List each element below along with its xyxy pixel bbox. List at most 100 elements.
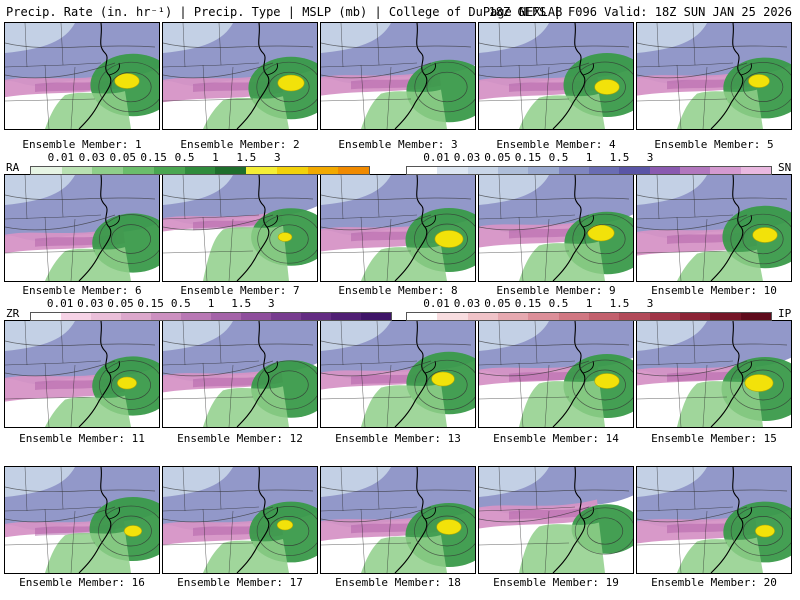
legend-swatch	[121, 313, 151, 320]
precip-map	[321, 175, 475, 281]
legend-swatch	[151, 313, 181, 320]
legend-rain-bar	[30, 166, 370, 175]
legend-swatch	[91, 313, 121, 320]
ensemble-panel-17	[162, 466, 318, 574]
legend-swatch	[528, 167, 559, 174]
legend-tick-label: 1.5	[231, 297, 252, 310]
legend-tick-label: 0.15	[140, 151, 167, 164]
legend-tick-label: 3	[646, 151, 654, 164]
legend-swatch	[31, 313, 61, 320]
header-title: Precip. Rate (in. hr⁻¹) | Precip. Type |…	[6, 5, 563, 19]
precip-map	[637, 175, 791, 281]
ensemble-member-label: Ensemble Member: 19	[493, 576, 619, 589]
legend-ip-code: IP	[778, 307, 792, 320]
ensemble-member-label: Ensemble Member: 13	[335, 432, 461, 445]
header: Precip. Rate (in. hr⁻¹) | Precip. Type |…	[6, 3, 796, 21]
legend-swatch	[215, 167, 247, 174]
legend-swatch	[246, 167, 277, 174]
legend-swatch	[361, 313, 391, 320]
ensemble-panel-10	[636, 174, 792, 282]
ensemble-member-label: Ensemble Member: 11	[19, 432, 145, 445]
legend-swatch	[331, 313, 361, 320]
ensemble-member-label: Ensemble Member: 7	[180, 284, 300, 297]
ensemble-member-label: Ensemble Member: 15	[651, 432, 777, 445]
legend-swatch	[740, 167, 771, 174]
precip-map	[321, 23, 475, 129]
legend-tick-label: 1	[207, 297, 215, 310]
legend-tick-label: 1	[585, 297, 593, 310]
legend-swatch	[123, 167, 154, 174]
precip-map	[163, 175, 317, 281]
ensemble-member-label: Ensemble Member: 18	[335, 576, 461, 589]
legend-tick-label: 0.01	[47, 151, 75, 164]
legend-zr-ticks: 0.01 0.03 0.05 0.15 0.5 1 1.5 3	[30, 297, 392, 310]
legend-tick-label: 0.5	[170, 297, 191, 310]
ensemble-member-label: Ensemble Member: 4	[496, 138, 616, 151]
legend-rain: RA 0.01 0.03 0.05 0.15 0.5 1 1.5 3	[4, 148, 396, 178]
precip-map	[637, 23, 791, 129]
legend-tick-label: 1	[585, 151, 593, 164]
ensemble-panel-16	[4, 466, 160, 574]
legend-swatch	[211, 313, 241, 320]
legend-tick-label: 1.5	[609, 151, 630, 164]
ensemble-member-label: Ensemble Member: 1	[22, 138, 142, 151]
legend-zr-code: ZR	[6, 307, 20, 320]
legend-snow-ticks: 0.01 0.03 0.05 0.15 0.5 1 1.5 3	[406, 151, 772, 164]
legend-tick-label: 0.01	[46, 297, 74, 310]
legend-swatch	[276, 167, 308, 174]
legend-swatch	[497, 167, 529, 174]
precip-map	[163, 321, 317, 427]
precip-map	[321, 321, 475, 427]
legend-swatch	[271, 313, 301, 320]
legend-swatch	[679, 313, 711, 320]
legend-tick-label: 0.05	[484, 151, 511, 164]
legend-ice-pellets: 0.01 0.03 0.05 0.15 0.5 1 1.5 3 IP	[404, 294, 796, 324]
ensemble-member-label: Ensemble Member: 5	[654, 138, 774, 151]
legend-tick-label: 3	[646, 297, 654, 310]
legend-tick-label: 0.03	[453, 151, 481, 164]
legend-ip-ticks: 0.01 0.03 0.05 0.15 0.5 1 1.5 3	[406, 297, 772, 310]
legend-swatch	[528, 313, 559, 320]
ensemble-panel-13	[320, 320, 476, 428]
legend-swatch	[710, 167, 741, 174]
ensemble-panel-19	[478, 466, 634, 574]
legend-tick-label: 0.01	[423, 151, 450, 164]
ensemble-panel-1	[4, 22, 160, 130]
legend-tick-label: 0.05	[484, 297, 511, 310]
legend-swatch	[61, 167, 93, 174]
ensemble-panel-7	[162, 174, 318, 282]
ensemble-panel-9	[478, 174, 634, 282]
legend-swatch	[181, 313, 211, 320]
legend-tick-label: 1.5	[609, 297, 630, 310]
legend-swatch	[184, 167, 216, 174]
legend-tick-label: 0.15	[137, 297, 164, 310]
legend-rain-ticks: 0.01 0.03 0.05 0.15 0.5 1 1.5 3	[30, 151, 370, 164]
ensemble-panel-8	[320, 174, 476, 282]
legend-swatch	[558, 167, 589, 174]
legend-swatch	[467, 167, 498, 174]
legend-swatch	[649, 313, 680, 320]
legend-swatch	[153, 167, 185, 174]
legend-swatch	[307, 167, 339, 174]
ensemble-panel-11	[4, 320, 160, 428]
legend-tick-label: 0.05	[109, 151, 136, 164]
precip-map	[637, 467, 791, 573]
legend-swatch	[241, 313, 271, 320]
legend-swatch	[407, 313, 438, 320]
legend-tick-label: 0.5	[548, 297, 569, 310]
precip-map	[163, 23, 317, 129]
legend-swatch	[437, 167, 468, 174]
precip-map	[479, 321, 633, 427]
precip-map	[5, 175, 159, 281]
legend-tick-label: 0.03	[78, 151, 106, 164]
legend-swatch	[437, 313, 468, 320]
precip-map	[479, 467, 633, 573]
legend-swatch	[710, 313, 741, 320]
legend-swatch	[740, 313, 771, 320]
precip-map	[163, 467, 317, 573]
ensemble-panel-18	[320, 466, 476, 574]
legend-swatch	[301, 313, 331, 320]
legend-swatch	[558, 313, 589, 320]
ensemble-panel-3	[320, 22, 476, 130]
legend-tick-label: 1	[212, 151, 219, 164]
